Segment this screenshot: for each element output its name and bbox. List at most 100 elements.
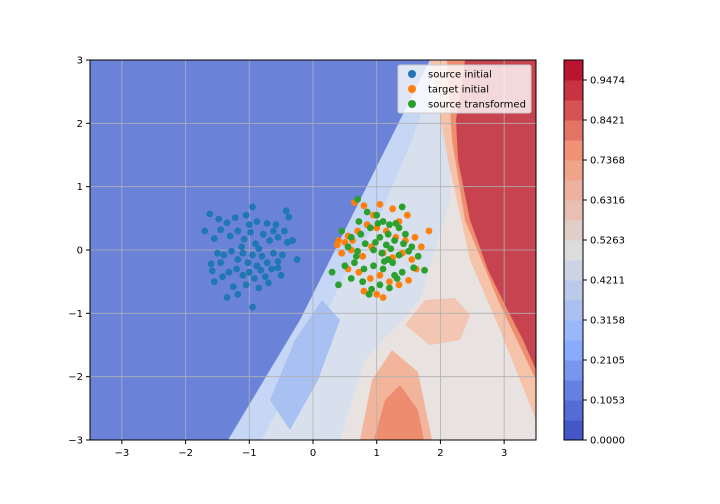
colorbar-tick-label: 0.9474 [590,75,625,86]
point-source-transformed [373,211,381,219]
point-source-transformed [379,218,387,225]
point-source-initial [274,233,282,241]
point-source-initial [229,283,237,291]
y-tick-label: 2 [77,119,83,130]
colorbar-band [564,140,583,161]
contour-patch-bottom-high [374,385,424,440]
legend-label-source-initial: source initial [428,70,492,81]
point-source-initial [215,215,223,223]
point-source-initial [220,251,228,259]
x-tick-label: −2 [178,448,193,459]
colorbar-band [564,300,583,321]
point-source-transformed [379,265,387,273]
point-source-initial [249,203,256,211]
point-source-initial [266,237,274,244]
point-source-initial [217,259,225,267]
point-source-transformed [365,290,373,298]
x-tick-label: 3 [501,448,507,459]
point-source-initial [285,213,293,221]
point-source-initial [233,265,240,273]
colorbar-band [564,220,583,241]
y-axis: −3 −2 −1 0 1 2 3 [68,56,90,447]
point-source-transformed [335,281,342,289]
point-source-transformed [405,247,412,255]
point-source-initial [240,235,248,243]
legend-box [397,64,532,114]
y-tick-label: 0 [77,246,83,257]
contour-pocket [270,300,340,430]
y-tick-label: 1 [77,182,83,193]
colorbar-band [564,280,583,301]
point-source-initial [261,273,269,280]
point-source-initial [242,211,250,219]
point-source-transformed [414,252,422,260]
point-source-transformed [395,224,403,232]
colorbar-tick-label: 0.1053 [590,395,625,406]
point-source-initial [293,256,301,263]
colorbar-tick-label: 0.8421 [590,116,625,127]
y-tick-label: −2 [68,372,83,383]
colorbar: 0.0000 0.1053 0.2105 0.3158 0.4211 0.5263 0.63… [563,59,625,447]
point-target-initial [386,278,393,286]
point-source-initial [242,281,250,289]
colorbar-band [564,100,583,121]
legend-marker-source-initial [408,70,416,78]
point-source-initial [219,273,226,280]
colorbar-ticks: 0.0000 0.1053 0.2105 0.3158 0.4211 0.5263 0.63… [583,75,625,447]
point-target-initial [360,202,368,210]
point-source-initial [249,303,256,311]
point-target-initial [366,275,374,282]
colorbar-tick-label: 0.3158 [590,315,625,326]
point-source-initial [206,210,214,218]
point-source-transformed [410,264,418,272]
point-source-initial [214,249,221,257]
point-source-initial [265,279,272,287]
point-source-transformed [386,221,393,229]
colorbar-band [564,180,583,201]
point-source-transformed [370,262,377,270]
point-source-transformed [338,227,346,235]
point-source-initial [225,268,233,276]
point-target-initial [403,211,411,219]
point-source-initial [245,268,253,276]
x-tick-label: −3 [114,448,129,459]
point-source-initial [268,265,275,273]
plot-area: −3 −2 −1 0 1 2 3 −3 −2 −1 0 1 2 3 [68,56,537,459]
point-source-initial [277,271,285,279]
point-source-transformed [395,251,403,259]
x-tick-label: 2 [437,448,443,459]
point-source-initial [207,260,215,268]
point-source-initial [259,230,267,238]
point-source-transformed [370,246,377,254]
colorbar-band [564,260,583,281]
colorbar-tick-label: 0.7368 [590,156,625,167]
point-source-initial [272,221,280,229]
point-target-initial [417,243,425,251]
point-source-transformed [341,262,349,270]
point-source-transformed [359,278,367,286]
point-source-initial [279,251,286,259]
point-source-initial [223,219,231,227]
colorbar-tick-label: 0.0000 [590,436,625,447]
legend-label-target-initial: target initial [428,85,489,96]
point-target-initial [359,252,367,260]
colorbar-band [564,380,583,401]
point-source-initial [263,220,271,227]
colorbar-band [564,80,583,101]
point-source-transformed [366,224,374,232]
point-source-initial [217,226,225,234]
point-source-initial [208,267,216,275]
point-target-initial [376,271,384,279]
y-tick-label: −1 [68,309,83,320]
colorbar-band [564,60,583,81]
x-tick-label: 1 [374,448,380,459]
point-target-initial [425,227,433,235]
colorbar-tick-label: 0.6316 [590,195,625,206]
colorbar-tick-label: 0.4211 [590,275,625,286]
point-source-initial [238,243,246,251]
colorbar-band [564,320,583,341]
point-source-transformed [347,275,355,282]
point-target-initial [338,249,346,257]
colorbar-band [564,200,583,221]
